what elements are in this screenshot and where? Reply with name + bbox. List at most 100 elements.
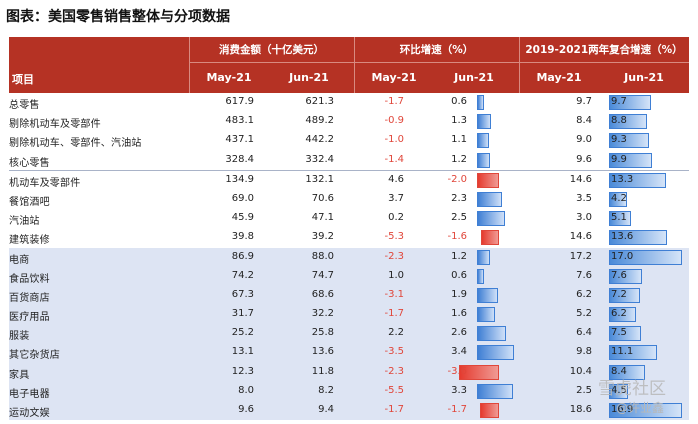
mom-jun-bar — [477, 287, 498, 303]
amount-jun: 25.8 — [311, 327, 334, 339]
cagr-may: 3.5 — [576, 192, 592, 204]
row-label: 核心零售 — [9, 157, 50, 169]
cagr-jun-bar — [609, 172, 667, 188]
cagr-jun: 16.9 — [611, 404, 634, 415]
mom-jun: 2.5 — [451, 212, 467, 224]
mom-may: -5.3 — [384, 231, 404, 243]
mom-may: -1.7 — [384, 96, 404, 107]
mom-jun: 1.6 — [451, 308, 467, 320]
amount-jun: 621.3 — [305, 96, 334, 107]
table-row: 电商 86.9 88.0 -2.3 1.2 17.2 17.0 — [9, 247, 689, 267]
cagr-jun: 7.6 — [611, 269, 627, 281]
mom-may: 3.7 — [388, 192, 404, 204]
table-row: 医疗用品 31.7 32.2 -1.7 1.6 5.2 6.2 — [9, 305, 689, 325]
amount-may: 328.4 — [225, 153, 254, 165]
table-row: 核心零售 328.4 332.4 -1.4 1.2 9.6 9.9 — [9, 151, 689, 170]
mom-jun-bar — [477, 268, 484, 284]
mom-jun-bar — [477, 152, 491, 168]
cagr-jun: 6.2 — [611, 308, 627, 320]
mom-jun: 1.3 — [451, 115, 467, 127]
table-body: 总零售 617.9 621.3 -1.7 0.6 9.7 9.7 剔除机动车及零部件 483.1… — [9, 93, 689, 421]
group-header-amount: 消费金额（十亿美元） — [219, 44, 324, 56]
table-row: 家具 12.3 11.8 -2.3 -3.6 10.4 8.4 — [9, 362, 689, 382]
cagr-jun-bar — [609, 230, 668, 246]
mom-may: -1.7 — [384, 404, 404, 415]
cagr-jun: 17.0 — [611, 250, 634, 262]
cagr-may: 3.0 — [576, 212, 592, 224]
cagr-may: 7.6 — [576, 269, 592, 281]
amount-may: 45.9 — [231, 212, 254, 224]
row-label: 餐馆酒吧 — [9, 196, 50, 208]
amount-jun: 32.2 — [311, 308, 334, 320]
row-label: 其它杂货店 — [9, 350, 60, 362]
cagr-jun-bar — [609, 268, 642, 284]
cagr-jun-bar — [609, 191, 628, 207]
mom-jun: 0.6 — [451, 96, 467, 107]
table-row: 建筑装修 39.8 39.2 -5.3 -1.6 14.6 13.6 — [9, 228, 689, 247]
amount-may: 13.1 — [231, 346, 254, 358]
mom-jun: 2.3 — [451, 192, 467, 204]
amount-may: 25.2 — [231, 327, 254, 339]
table-row: 电子电器 8.0 8.2 -5.5 3.3 2.5 4.5 — [9, 381, 689, 401]
amount-may: 86.9 — [231, 250, 254, 262]
cagr-jun: 7.2 — [611, 288, 627, 300]
cagr-jun-bar — [609, 249, 683, 265]
column-header-amt-may: May-21 — [206, 71, 252, 84]
mom-jun: 0.6 — [451, 269, 467, 281]
amount-jun: 70.6 — [311, 192, 334, 204]
table-row: 餐馆酒吧 69.0 70.6 3.7 2.3 3.5 4.2 — [9, 190, 689, 209]
row-label: 医疗用品 — [9, 312, 50, 324]
cagr-jun: 4.2 — [611, 192, 627, 204]
mom-jun: -3.6 — [447, 365, 467, 377]
group-header-cagr: 2019-2021两年复合增速（%） — [525, 44, 683, 56]
mom-jun-bar — [477, 307, 495, 323]
cagr-jun-bar — [609, 326, 642, 342]
mom-jun-bar — [477, 383, 514, 399]
mom-jun: 3.4 — [451, 346, 467, 358]
mom-jun: -1.7 — [447, 404, 467, 415]
cagr-may: 2.5 — [576, 384, 592, 396]
amount-jun: 47.1 — [311, 212, 334, 224]
group-header-mom: 环比增速（%） — [399, 44, 474, 56]
mom-may: 0.2 — [388, 212, 404, 224]
amount-jun: 489.2 — [305, 115, 334, 127]
mom-jun-bar — [477, 249, 491, 265]
cagr-may: 14.6 — [569, 231, 592, 243]
cagr-jun: 8.4 — [611, 365, 627, 377]
mom-may: -2.3 — [384, 365, 404, 377]
mom-jun: 1.2 — [451, 250, 467, 262]
amount-jun: 13.6 — [311, 346, 334, 358]
cagr-jun: 13.6 — [611, 231, 634, 243]
mom-may: -1.7 — [384, 308, 404, 320]
mom-jun-bar — [477, 345, 515, 361]
table-row: 剔除机动车、零部件、汽油站 437.1 442.2 -1.0 1.1 9.0 9.3 — [9, 131, 689, 150]
row-label: 剔除机动车及零部件 — [9, 119, 101, 131]
row-label: 运动文娱 — [9, 408, 50, 419]
table-row: 汽油站 45.9 47.1 0.2 2.5 3.0 5.1 — [9, 209, 689, 228]
cagr-jun: 11.1 — [611, 346, 634, 358]
amount-may: 8.0 — [238, 384, 254, 396]
mom-jun: 1.1 — [451, 134, 467, 146]
mom-jun-bar — [477, 172, 499, 188]
amount-may: 483.1 — [225, 115, 254, 127]
amount-jun: 39.2 — [311, 231, 334, 243]
mom-may: -2.3 — [384, 250, 404, 262]
cagr-jun: 9.3 — [611, 134, 627, 146]
mom-may: -3.5 — [384, 346, 404, 358]
row-label: 电子电器 — [9, 388, 50, 400]
table-row: 食品饮料 74.2 74.7 1.0 0.6 7.6 7.6 — [9, 266, 689, 286]
table-row: 总零售 617.9 621.3 -1.7 0.6 9.7 9.7 — [9, 93, 689, 112]
column-header-mom-jun: Jun-21 — [454, 71, 494, 84]
mom-may: -5.5 — [384, 384, 404, 396]
cagr-may: 9.0 — [576, 134, 592, 146]
row-label: 汽油站 — [9, 216, 40, 228]
amount-may: 617.9 — [225, 96, 254, 107]
cagr-may: 9.7 — [576, 96, 592, 107]
mom-jun-bar — [459, 364, 499, 380]
row-label: 百货商店 — [9, 292, 50, 304]
cagr-jun-bar — [609, 133, 649, 149]
cagr-may: 9.8 — [576, 346, 592, 358]
row-label: 剔除机动车、零部件、汽油站 — [9, 138, 142, 150]
amount-jun: 88.0 — [311, 250, 334, 262]
row-label: 建筑装修 — [9, 235, 50, 247]
